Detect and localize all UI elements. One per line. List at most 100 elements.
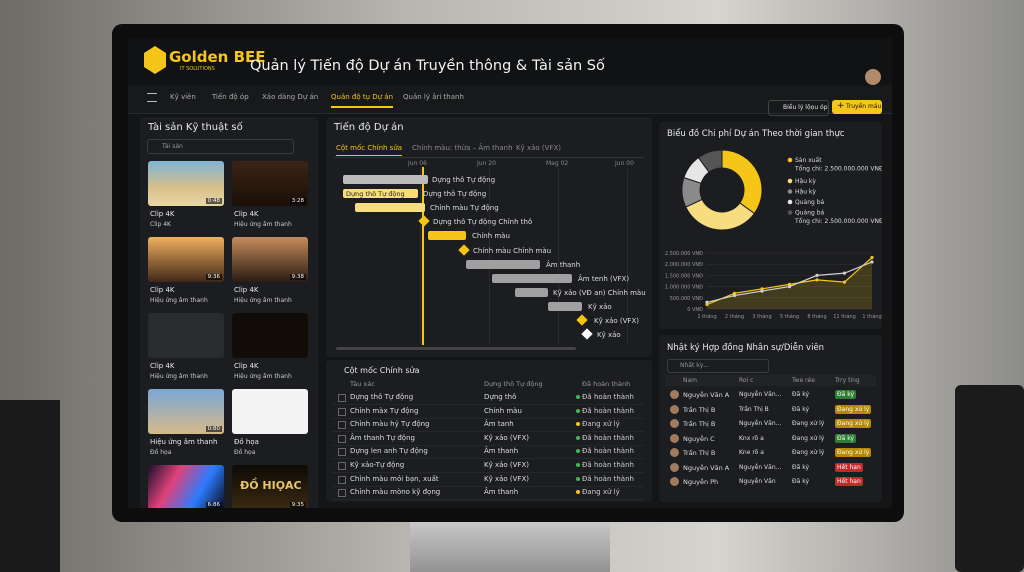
milestones-title: Cột mốc Chính sửa	[344, 366, 420, 375]
asset-thumbnail[interactable]: 9:36	[148, 237, 224, 282]
contracts-search[interactable]: Nhất kỳ...	[667, 359, 769, 373]
row-divider	[332, 404, 644, 405]
asset-title: Clip 4K	[150, 286, 175, 294]
asset-duration: 9:38	[289, 274, 306, 280]
asset-thumbnail[interactable]	[232, 313, 308, 358]
table-cell: Chỉnh màu hỷ Tự động	[350, 420, 430, 429]
nav-item[interactable]: Xảo dàng Dự án	[262, 93, 319, 101]
asset-title: Clip 4K	[234, 210, 259, 218]
gantt-tab[interactable]: Cột mốc Chính sửa	[336, 144, 403, 156]
nav-item[interactable]: Quản lý âri thanh	[403, 93, 464, 101]
area	[707, 257, 872, 309]
row-checkbox	[338, 448, 346, 457]
primary-button[interactable]: + Truyền máu	[832, 100, 882, 114]
y-tick-label: 1.500.000 VNĐ	[665, 273, 703, 279]
asset-title: Clip 4K	[234, 362, 259, 370]
asset-duration: 0:48	[205, 198, 222, 204]
gantt-bar	[548, 301, 582, 311]
x-tick-label: 11 tháng	[833, 313, 856, 320]
nav-item[interactable]: Kỹ viên	[170, 93, 196, 101]
status-tag: Đang xử lý	[835, 448, 872, 457]
row-divider	[332, 499, 644, 501]
primary-button-label: Truyền máu	[846, 103, 882, 110]
point	[760, 289, 764, 293]
table-cell: Đang xử lý	[582, 488, 620, 497]
table-cell: Nguyễn Văn A	[683, 463, 730, 472]
stand	[410, 515, 610, 572]
menu-icon[interactable]	[147, 93, 157, 102]
y-tick-label: 1.000.000 VNĐ	[665, 285, 703, 291]
status-dot	[576, 435, 580, 440]
y-tick-label: 2.000.000 VNĐ	[665, 262, 703, 268]
asset-thumbnail[interactable]	[148, 313, 224, 358]
point	[760, 287, 764, 291]
row-divider	[332, 417, 644, 419]
x-tick-label: 1 tháng	[697, 313, 716, 320]
assets-search[interactable]: Tài sản	[147, 139, 294, 154]
gantt-date-line	[489, 169, 490, 344]
status-tag: Đang xử lý	[835, 404, 872, 414]
asset-thumbnail[interactable]: 0:48	[148, 161, 224, 206]
table-cell: Chỉnh màu mòno kỹ đọng	[350, 488, 441, 497]
table-cell: Trần Thị B	[683, 420, 716, 428]
table-cell: Chính màu	[484, 406, 522, 415]
milestones-panel: Cột mốc Chính sửa Tàu xác Dựng thô Tự độn…	[326, 360, 652, 502]
table-cell: Chỉnh màx Tự động	[350, 406, 419, 415]
table-header: Dựng thô Tự động	[484, 380, 543, 388]
row-divider	[332, 431, 644, 433]
row-checkbox	[338, 421, 346, 430]
asset-thumbnail[interactable]	[232, 389, 308, 434]
cost-title: Biểu đồ Chi phí Dự án Theo thời gian thự…	[667, 129, 845, 139]
table-cell: Nguyễn Văn A	[683, 391, 730, 399]
logo-mark	[144, 46, 166, 74]
today-line	[422, 167, 424, 345]
gantt-label: Kỹ xảo (VĐ an) Chính màu	[553, 288, 646, 297]
gantt-label: Dựng thô Tự động	[432, 176, 496, 184]
asset-duration: 9:36	[205, 274, 222, 280]
table-cell: Dựng len anh Tự động	[350, 447, 428, 456]
asset-thumbnail[interactable]: 3:28	[232, 161, 308, 206]
gantt-bar	[466, 259, 540, 269]
row-divider	[332, 485, 644, 487]
secondary-button[interactable]: Biểu lý lộọu óp	[768, 100, 829, 116]
table-cell: Nguyễn Văn...	[739, 420, 782, 427]
legend-swatch	[787, 210, 793, 215]
nav-item[interactable]: Quản độ tụ Dự án	[331, 93, 394, 108]
legend-total: Tổng chi: 2.500.000.000 VNĐ	[794, 218, 882, 225]
gantt-label: Âm tenh (VFX)	[578, 274, 630, 283]
status-dot	[576, 422, 580, 427]
avatar[interactable]	[865, 69, 881, 85]
gantt-bar	[355, 203, 425, 213]
legend-label: Quảng bá	[795, 210, 825, 217]
row-avatar	[670, 390, 679, 399]
asset-thumbnail[interactable]: 9:35 ĐỒ HIỌAC	[232, 465, 308, 508]
status-dot	[576, 408, 580, 413]
asset-thumbnail[interactable]: 0:80	[148, 389, 224, 434]
asset-thumbnail[interactable]: 9:38	[232, 237, 308, 282]
nav-item[interactable]: Tiến độ óp	[212, 93, 249, 101]
gantt-tab[interactable]: Chính màu: thừa – Âm thanh	[412, 144, 513, 152]
status-dot	[576, 463, 580, 467]
gantt-label: Âm thanh	[546, 260, 581, 269]
asset-thumbnail[interactable]: 6:86	[148, 465, 224, 508]
gantt-bar	[428, 231, 466, 241]
table-cell: Chỉnh màu mỏi bạn, xuất	[350, 474, 439, 483]
table-header: Twe rée	[792, 377, 815, 384]
status-tag: Đã ký	[835, 390, 857, 399]
row-checkbox	[338, 394, 346, 402]
table-cell: Kỹ xảo-Tự động	[350, 461, 405, 469]
gantt-bar	[343, 189, 418, 199]
asset-duration: 0:80	[205, 426, 222, 432]
gantt-date-line	[420, 169, 421, 344]
gantt-milestone	[458, 243, 470, 256]
gantt-tab[interactable]: Kỹ xảo (VFX)	[516, 144, 561, 152]
gantt-scrollbar	[336, 347, 576, 350]
asset-tag: Clip 4K	[150, 221, 171, 228]
gantt-label: Dựng thô Tự động	[423, 190, 487, 199]
asset-duration: 9:35	[289, 502, 306, 508]
asset-title: Clip 4K	[150, 362, 175, 370]
table-header: Tàu xác	[350, 380, 375, 388]
table-cell: Kne rõ a	[739, 449, 764, 456]
table-cell: Đang xử lý	[582, 420, 620, 429]
